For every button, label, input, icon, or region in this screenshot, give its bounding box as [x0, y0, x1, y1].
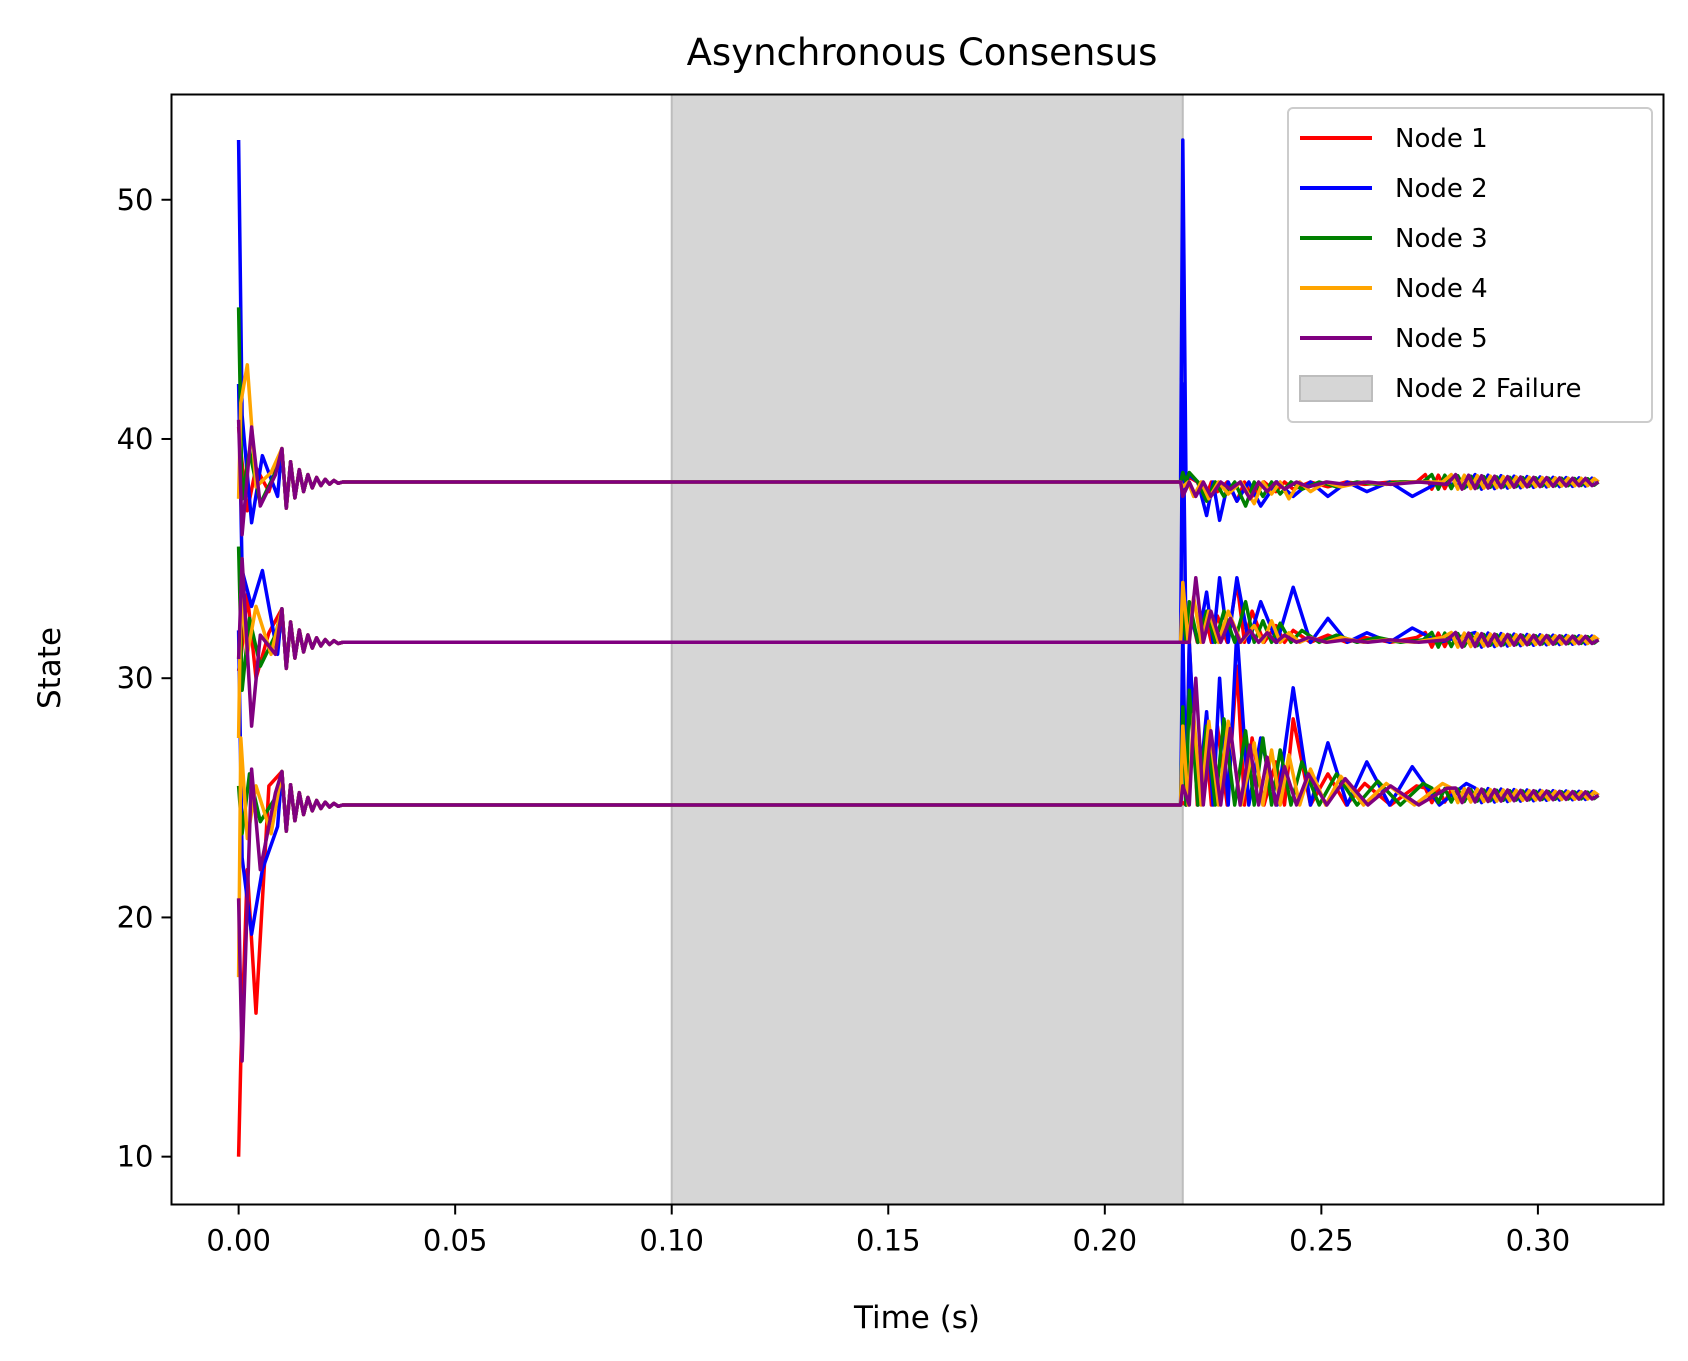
x-tick-label: 0.20	[1073, 1224, 1138, 1258]
legend-label: Node 4	[1395, 274, 1488, 304]
chart-title: Asynchronous Consensus	[687, 31, 1158, 74]
series-node-5	[236, 419, 1600, 1063]
x-tick-label: 0.30	[1506, 1224, 1571, 1258]
x-tick-label: 0.10	[639, 1224, 704, 1258]
legend: Node 1 Node 2 Node 3 Node 4 Node 5 Node 2 Fai…	[1287, 107, 1653, 423]
plot-frame	[170, 93, 1665, 1206]
y-tick-label: 40	[117, 422, 154, 456]
legend-label: Node 2	[1395, 174, 1488, 204]
y-tick-label: 20	[117, 900, 154, 934]
legend-label: Node 5	[1395, 324, 1488, 354]
x-tick-label: 0.00	[206, 1224, 271, 1258]
legend-box	[1287, 107, 1653, 423]
x-axis-label: Time (s)	[853, 1300, 980, 1336]
x-tick-label: 0.25	[1289, 1224, 1354, 1258]
failure-region	[670, 93, 1184, 1206]
x-axis: 0.00 0.05 0.10 0.15 0.20 0.25 0.30	[206, 1204, 1571, 1258]
legend-label: Node 2 Failure	[1395, 374, 1581, 404]
y-axis-label: State	[32, 627, 68, 709]
x-tick-label: 0.05	[423, 1224, 488, 1258]
y-tick-label: 10	[117, 1140, 154, 1174]
series-line-5-branch-3	[236, 676, 1600, 1063]
legend-label: Node 1	[1395, 124, 1488, 154]
y-axis: 10 20 30 40 50	[117, 183, 172, 1174]
y-tick-label: 50	[117, 183, 154, 217]
legend-swatch	[1299, 375, 1373, 402]
series-line-5-branch-1	[236, 419, 1600, 537]
series-line-5-branch-2	[236, 556, 1600, 728]
x-tick-label: 0.15	[856, 1224, 921, 1258]
y-tick-label: 30	[117, 661, 154, 695]
legend-label: Node 3	[1395, 224, 1488, 254]
